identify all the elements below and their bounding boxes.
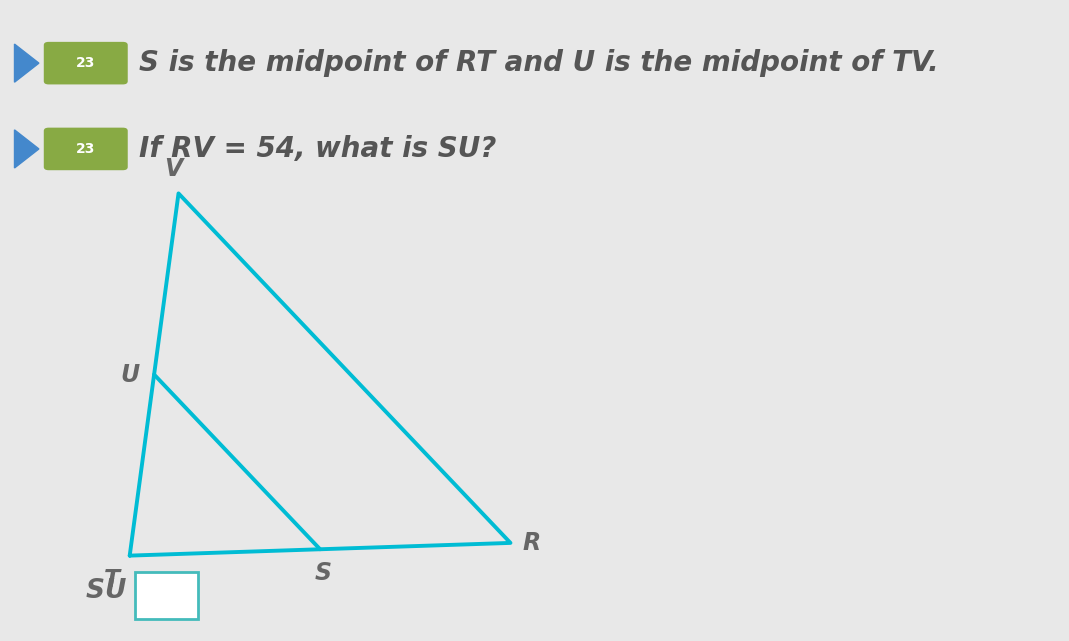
Text: U: U	[120, 363, 139, 387]
Text: SU =: SU =	[86, 578, 157, 604]
Text: If RV = 54, what is SU?: If RV = 54, what is SU?	[139, 135, 497, 163]
Polygon shape	[15, 44, 38, 82]
FancyBboxPatch shape	[44, 128, 127, 171]
Text: 23: 23	[76, 142, 95, 156]
Polygon shape	[15, 130, 38, 168]
Text: R: R	[523, 531, 541, 555]
Text: S: S	[314, 562, 331, 585]
Text: V: V	[165, 157, 183, 181]
Text: T: T	[104, 568, 120, 592]
Text: 23: 23	[76, 56, 95, 70]
FancyBboxPatch shape	[44, 42, 127, 85]
FancyBboxPatch shape	[135, 572, 198, 619]
Text: S is the midpoint of RT and U is the midpoint of TV.: S is the midpoint of RT and U is the mid…	[139, 49, 939, 77]
